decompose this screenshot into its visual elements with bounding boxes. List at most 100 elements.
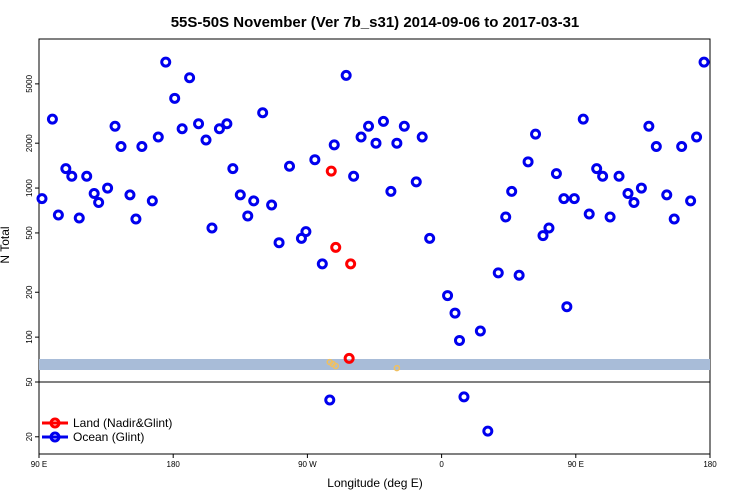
x-tick-label: 90 W <box>298 460 317 469</box>
ocean-point <box>661 189 673 201</box>
legend-ocean-label: Ocean (Glint) <box>73 430 144 444</box>
ocean-point <box>146 195 158 207</box>
ocean-point <box>500 211 512 223</box>
ocean-point <box>213 123 225 135</box>
ocean-point <box>391 137 403 149</box>
legend-land-label: Land (Nadir&Glint) <box>73 416 172 430</box>
ocean-point <box>370 137 382 149</box>
legend-ocean-marker <box>49 431 61 443</box>
ocean-point <box>328 139 340 151</box>
ocean-point <box>550 168 562 180</box>
ocean-point <box>385 185 397 197</box>
ocean-point <box>613 170 625 182</box>
y-tick-label: 2000 <box>25 134 34 152</box>
ocean-point <box>102 182 114 194</box>
ocean-point <box>266 199 278 211</box>
x-tick-label: 180 <box>703 460 717 469</box>
ocean-point <box>522 156 534 168</box>
band-point <box>332 362 339 370</box>
band-points-group <box>326 358 401 372</box>
x-axis-label: Longitude (deg E) <box>327 476 422 490</box>
ocean-point <box>36 193 48 205</box>
ocean-point <box>257 107 269 119</box>
y-axis-label: N Total <box>0 226 12 263</box>
ocean-point <box>449 307 461 319</box>
main-plot-frame <box>38 38 711 383</box>
ocean-point <box>124 189 136 201</box>
ocean-point <box>66 170 78 182</box>
lower-plot-frame <box>38 381 711 455</box>
ocean-point <box>568 193 580 205</box>
ocean-point <box>424 232 436 244</box>
ocean-point <box>643 120 655 132</box>
ocean-point <box>561 301 573 313</box>
ocean-point <box>193 118 205 130</box>
ocean-point <box>88 187 100 199</box>
ocean-point <box>81 170 93 182</box>
ocean-point <box>453 334 465 346</box>
land-point <box>325 165 337 177</box>
ocean-point <box>152 131 164 143</box>
ocean-point <box>492 267 504 279</box>
y-tick-label: 100 <box>25 330 34 344</box>
ocean-point <box>348 170 360 182</box>
y-tick-label: 200 <box>25 285 34 299</box>
ocean-point <box>248 195 260 207</box>
x-tick-label: 180 <box>167 460 181 469</box>
ocean-point <box>200 134 212 146</box>
ocean-point <box>416 131 428 143</box>
ocean-point <box>530 128 542 140</box>
x-tick-label: 90 E <box>568 460 584 469</box>
ocean-point <box>591 163 603 175</box>
legend-land-marker <box>49 417 61 429</box>
ocean-point <box>513 269 525 281</box>
ocean-point <box>622 187 634 199</box>
ocean-point <box>340 69 352 81</box>
ocean-point <box>698 56 710 68</box>
chart-title: 55S-50S November (Ver 7b_s31) 2014-09-06… <box>171 14 580 31</box>
ocean-point <box>206 222 218 234</box>
ocean-point <box>221 118 233 130</box>
ocean-point <box>506 185 518 197</box>
ocean-point <box>73 212 85 224</box>
ocean-point <box>597 170 609 182</box>
ocean-point <box>363 120 375 132</box>
ocean-point <box>160 56 172 68</box>
ocean-point <box>474 325 486 337</box>
ocean-point <box>558 193 570 205</box>
ocean-point <box>93 197 105 209</box>
ocean-point <box>184 72 196 84</box>
overlap-band <box>39 359 710 370</box>
ocean-point <box>410 176 422 188</box>
ocean-point <box>169 92 181 104</box>
ocean-point <box>316 258 328 270</box>
ocean-point <box>377 115 389 127</box>
y-tick-label: 50 <box>25 377 34 386</box>
ocean-point <box>583 208 595 220</box>
y-tick-label: 1000 <box>25 179 34 197</box>
ocean-point <box>109 120 121 132</box>
y-tick-label: 20 <box>25 432 34 441</box>
ocean-point <box>309 154 321 166</box>
x-axis-ticks: 90 E 180 90 W 0 90 E 180 <box>31 454 717 469</box>
ocean-point <box>136 141 148 153</box>
ocean-point <box>691 131 703 143</box>
ocean-point <box>324 394 336 406</box>
band-point <box>393 364 401 372</box>
ocean-point <box>482 425 494 437</box>
ocean-point <box>115 141 127 153</box>
ocean-point <box>398 120 410 132</box>
ocean-point <box>676 141 688 153</box>
ocean-point <box>543 222 555 234</box>
ocean-point <box>604 211 616 223</box>
land-point <box>345 258 357 270</box>
ocean-point <box>577 113 589 125</box>
ocean-point <box>537 230 549 242</box>
ocean-point <box>284 160 296 172</box>
ocean-point <box>668 213 680 225</box>
y-tick-label: 500 <box>25 226 34 240</box>
x-tick-label: 0 <box>439 460 444 469</box>
ocean-point <box>176 123 188 135</box>
y-tick-label: 5000 <box>25 74 34 92</box>
